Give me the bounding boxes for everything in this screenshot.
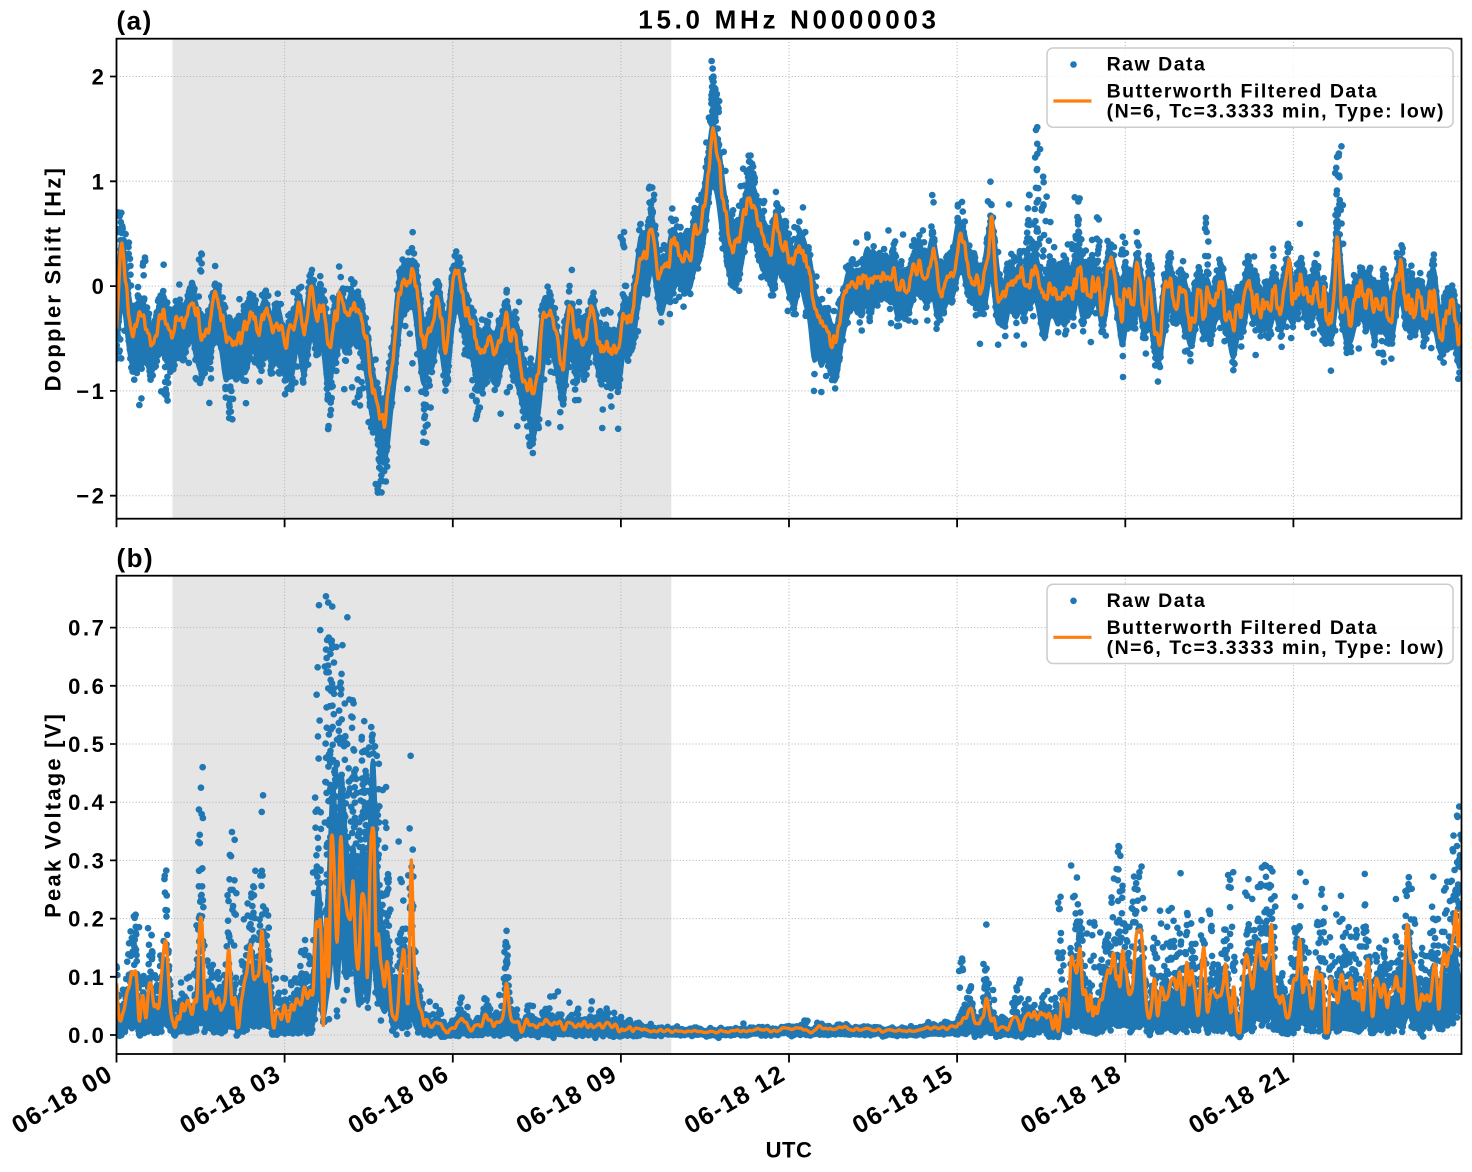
- svg-text:0.1: 0.1: [68, 965, 106, 990]
- svg-text:0: 0: [92, 274, 107, 299]
- svg-text:(N=6, Tc=3.3333 min, Type: low: (N=6, Tc=3.3333 min, Type: low): [1107, 101, 1445, 123]
- svg-text:−2: −2: [76, 484, 106, 509]
- svg-text:Doppler Shift [Hz]: Doppler Shift [Hz]: [41, 166, 66, 391]
- svg-text:0.7: 0.7: [68, 616, 106, 641]
- svg-text:0.3: 0.3: [68, 848, 106, 873]
- svg-text:0.4: 0.4: [68, 790, 106, 815]
- svg-text:(N=6, Tc=3.3333 min, Type: low: (N=6, Tc=3.3333 min, Type: low): [1107, 637, 1445, 659]
- svg-text:Butterworth Filtered Data: Butterworth Filtered Data: [1107, 617, 1379, 639]
- svg-text:0.6: 0.6: [68, 674, 106, 699]
- svg-text:Butterworth Filtered Data: Butterworth Filtered Data: [1107, 81, 1379, 103]
- svg-text:Raw Data: Raw Data: [1107, 590, 1207, 612]
- svg-text:0.0: 0.0: [68, 1023, 106, 1048]
- svg-text:1: 1: [92, 169, 107, 194]
- svg-text:Peak Voltage [V]: Peak Voltage [V]: [41, 712, 66, 918]
- svg-text:−1: −1: [76, 379, 106, 404]
- svg-text:2: 2: [92, 65, 107, 90]
- svg-text:0.2: 0.2: [68, 907, 106, 932]
- svg-text:0.5: 0.5: [68, 732, 106, 757]
- svg-text:(b): (b): [117, 543, 155, 573]
- svg-text:UTC: UTC: [766, 1138, 813, 1163]
- svg-text:Raw Data: Raw Data: [1107, 54, 1207, 76]
- svg-text:15.0 MHz N0000003: 15.0 MHz N0000003: [638, 5, 939, 35]
- svg-text:(a): (a): [117, 5, 153, 35]
